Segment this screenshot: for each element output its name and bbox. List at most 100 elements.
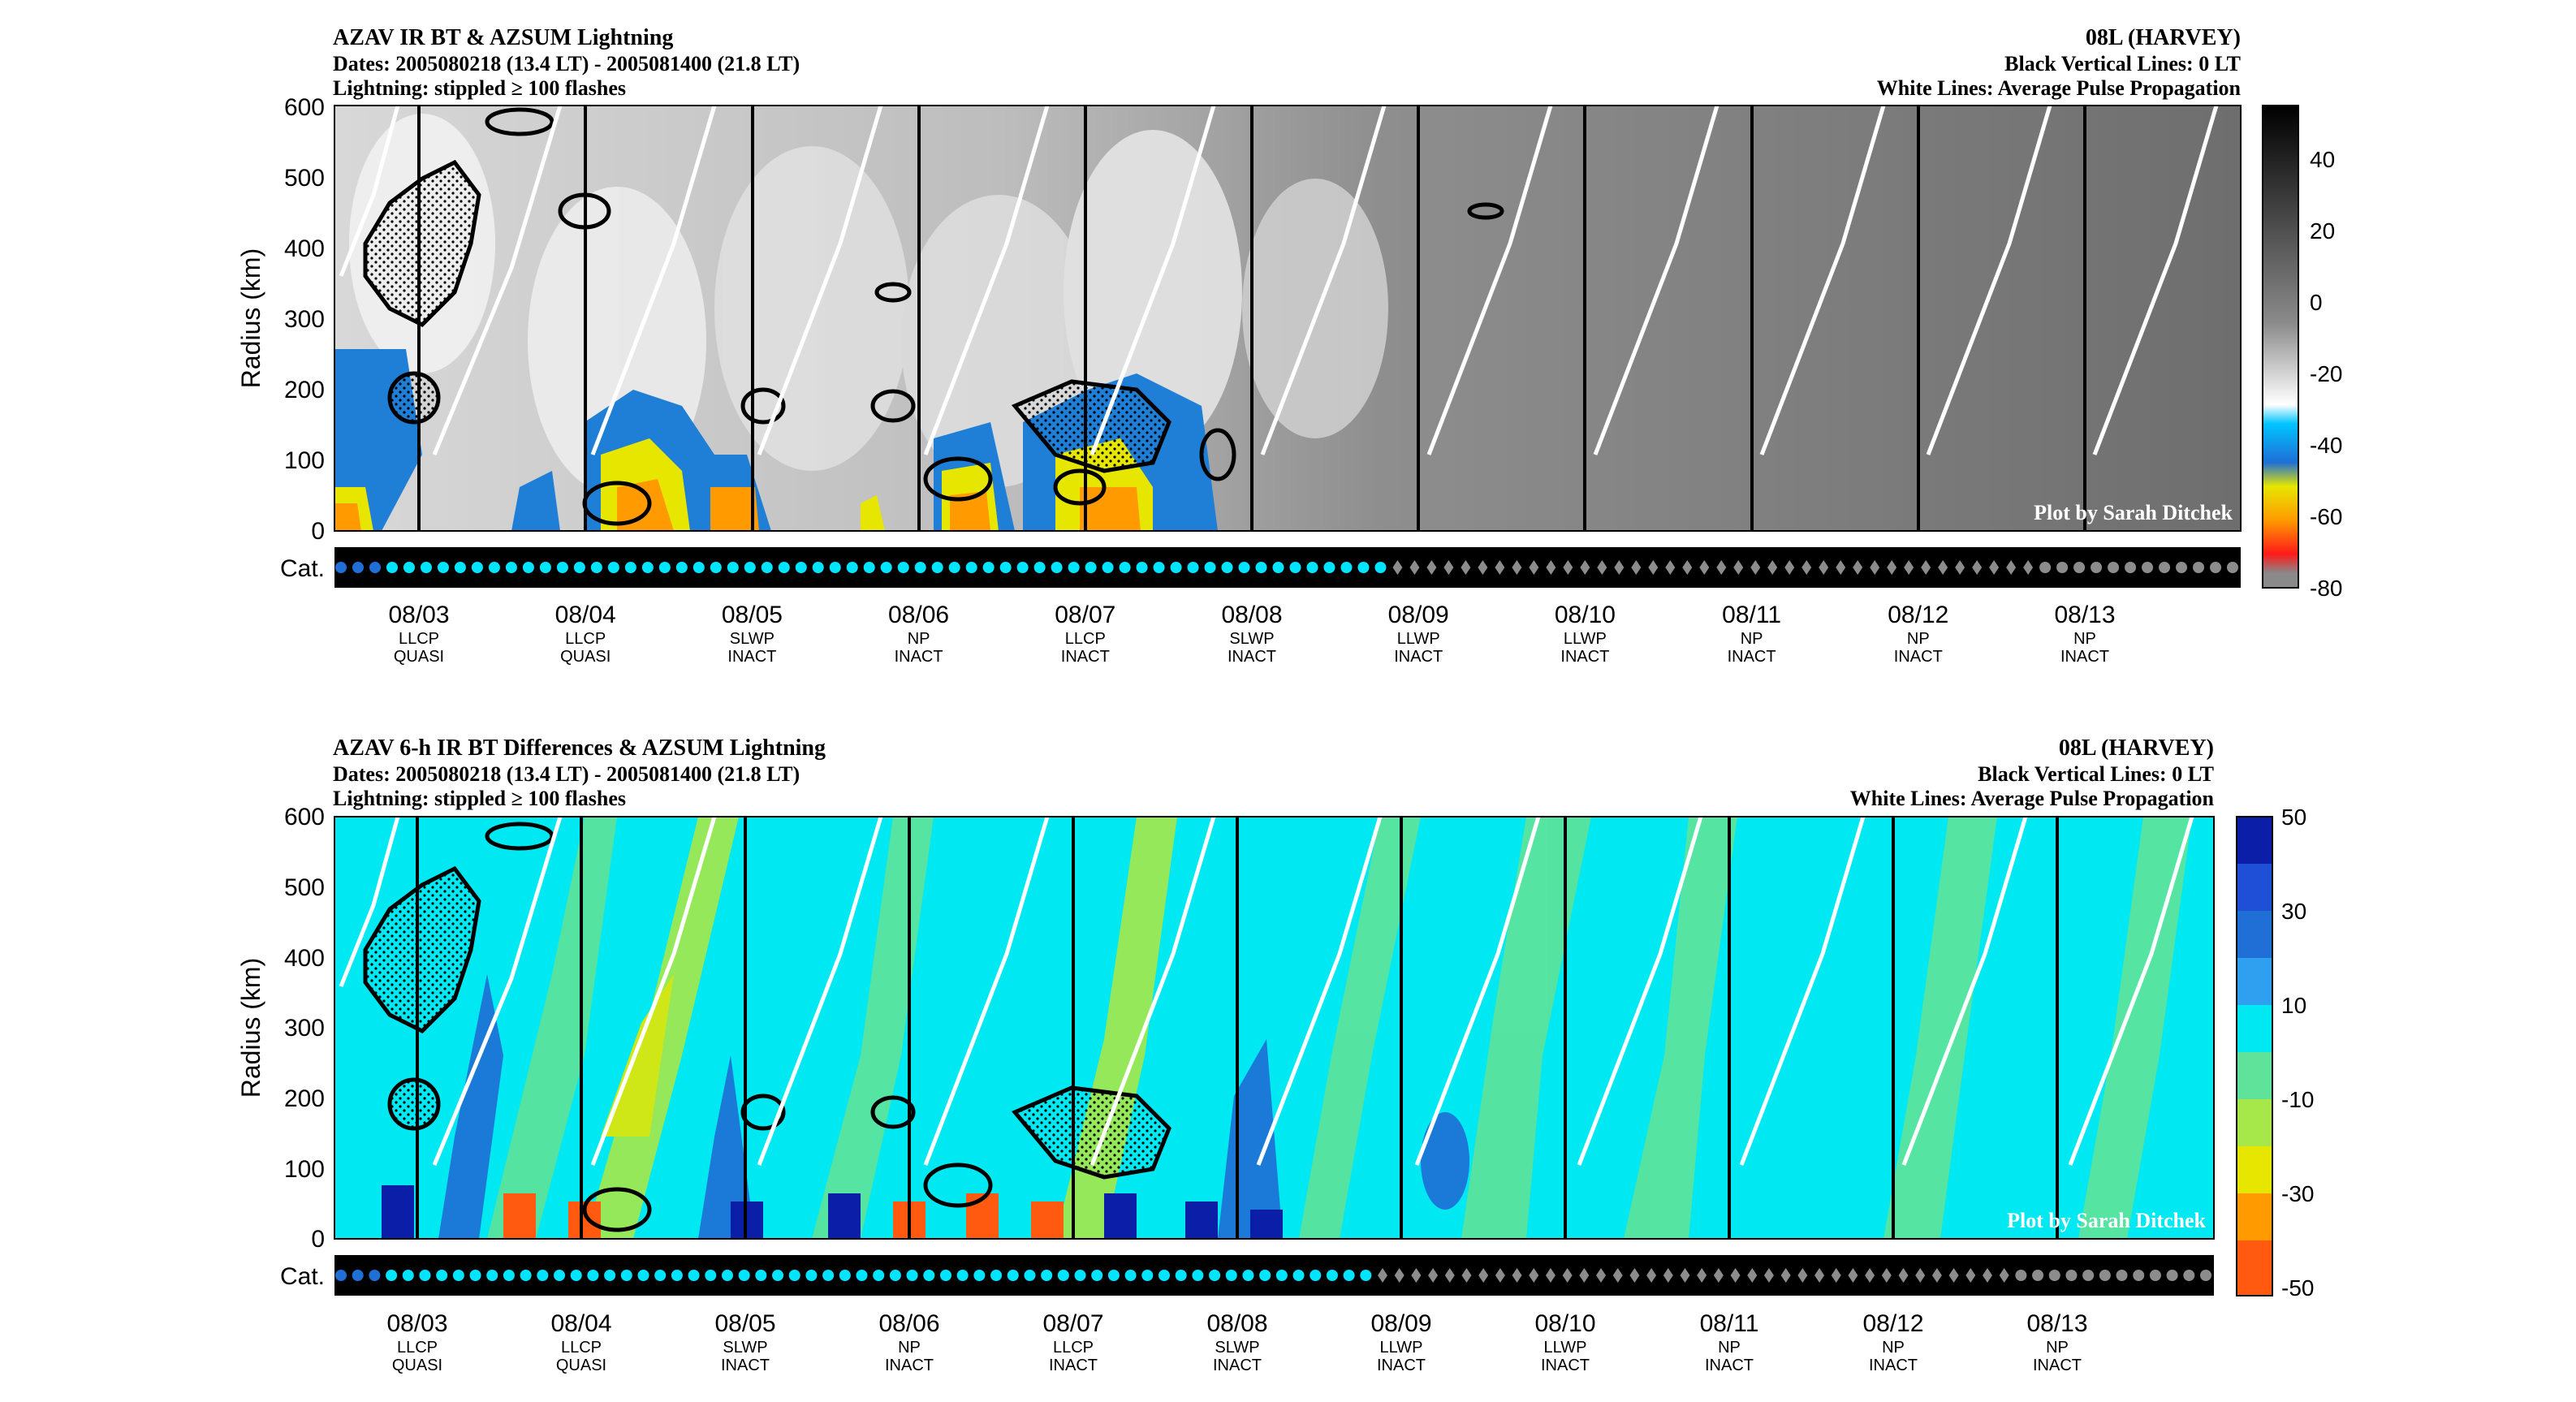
panel1-date-6: 08/09 — [1388, 602, 1449, 628]
panel1-cat-marker — [2210, 562, 2222, 573]
panel2-cat-marker — [1848, 1268, 1858, 1283]
panel1-ytick-200: 200 — [284, 377, 325, 403]
panel1-cat-marker — [795, 562, 807, 573]
panel2-cat-marker — [1444, 1268, 1455, 1283]
panel1-date-4: 08/07 — [1055, 602, 1115, 628]
panel1-cat-marker — [1563, 560, 1573, 575]
panel2-phase-8: NP — [1718, 1339, 1741, 1357]
panel2-cat-marker — [1663, 1268, 1673, 1283]
panel2-cat-marker — [1612, 1268, 1623, 1283]
panel1-cat-marker — [2193, 562, 2205, 573]
panel2-cat-marker — [705, 1270, 717, 1281]
panel2-cat-marker — [1107, 1270, 1120, 1281]
panel2-cat-marker — [386, 1270, 398, 1281]
panel2-cat-marker — [2099, 1270, 2111, 1281]
panel1-date-3: 08/06 — [888, 602, 949, 628]
panel2-cat-marker — [1124, 1270, 1137, 1281]
panel2-cat-marker — [1057, 1270, 1069, 1281]
panel2-cat-marker — [402, 1270, 414, 1281]
panel2-day-lines — [416, 817, 2059, 1239]
panel2-cat-marker — [956, 1270, 969, 1281]
panel2-ylabel: Radius (km) — [236, 958, 265, 1098]
panel1-cat-marker — [1955, 560, 1965, 575]
panel1-state-1: QUASI — [560, 648, 611, 666]
panel2-cat-marker — [2065, 1270, 2078, 1281]
panel2-cat-marker — [537, 1270, 549, 1281]
panel2-cat-marker — [2048, 1270, 2060, 1281]
panel1-cat-marker — [778, 562, 790, 573]
panel1-cat-marker — [1238, 562, 1250, 573]
panel1-cat-label: Cat. — [280, 555, 325, 582]
panel1-phase-8: NP — [1741, 630, 1763, 648]
panel2-storm: 08L (HARVEY) — [2059, 736, 2214, 761]
panel1-state-4: INACT — [1061, 648, 1110, 666]
panel2-phase-7: LLWP — [1544, 1339, 1587, 1357]
panel1-category-strip — [334, 547, 2241, 588]
panel2-phase-5: SLWP — [1215, 1339, 1259, 1357]
panel1-cat-marker — [1357, 562, 1370, 573]
panel1-ytick-600: 600 — [284, 94, 325, 121]
panel1-cat-marker — [1170, 562, 1182, 573]
panel2-cat-marker — [1394, 1268, 1405, 1283]
panel2-cat-marker — [1747, 1268, 1758, 1283]
panel1-cat-marker — [1068, 562, 1080, 573]
panel2-cat-marker — [1478, 1268, 1489, 1283]
panel1-day-lines — [417, 106, 2086, 531]
panel1-cat-marker — [1529, 560, 1539, 575]
panel2-cat-marker — [2183, 1270, 2195, 1281]
panel1-cat-marker — [1426, 560, 1437, 575]
panel1-cat-marker — [573, 562, 585, 573]
panel2-cat-marker — [2166, 1270, 2178, 1281]
panel2-cat-marker — [2082, 1270, 2095, 1281]
panel1-cat-marker — [1221, 562, 1233, 573]
panel1-cat-marker — [897, 562, 909, 573]
panel1-cbar-tick-n60: -60 — [2310, 504, 2342, 529]
panel1-ytick-100: 100 — [284, 447, 325, 474]
panel2-cat-marker — [1763, 1268, 1774, 1283]
panel2-cat-marker — [889, 1270, 901, 1281]
panel1-state-10: INACT — [2060, 648, 2109, 666]
panel1-cat-marker — [2073, 562, 2086, 573]
panel2-cat-marker — [503, 1270, 515, 1281]
panel1-cat-marker — [1119, 562, 1131, 573]
panel1-cat-marker — [1921, 560, 1931, 575]
panel2-cat-marker — [1024, 1270, 1036, 1281]
panel2-cat-marker — [1209, 1270, 1221, 1281]
panel2-pulse-lines — [339, 816, 2194, 1166]
panel2-ytick-0: 0 — [311, 1226, 325, 1253]
panel1-cat-marker — [1904, 560, 1914, 575]
panel2-date-9: 08/12 — [1862, 1310, 1923, 1337]
panel1-cat-marker — [386, 562, 398, 573]
panel1-cat-marker — [1614, 560, 1625, 575]
panel2-phase-3: NP — [898, 1339, 921, 1357]
panel2-cat-marker — [2133, 1270, 2145, 1281]
panel1-date-9: 08/12 — [1888, 602, 1948, 628]
panel1-white-note: White Lines: Average Pulse Propagation — [1877, 76, 2242, 100]
panel2-colorbar — [2236, 816, 2273, 1296]
panel1-state-6: INACT — [1394, 648, 1443, 666]
panel2-cat-marker — [973, 1270, 986, 1281]
panel2-cat-marker — [1948, 1268, 1959, 1283]
panel1-cat-marker — [761, 562, 773, 573]
panel1-cat-marker — [1306, 562, 1318, 573]
panel2-cat-marker — [1780, 1268, 1791, 1283]
panel1-cat-marker — [1853, 560, 1863, 575]
panel2-cat-marker — [671, 1270, 683, 1281]
panel2-cat-marker — [1881, 1268, 1892, 1283]
panel1-cbar-tick-n80: -80 — [2310, 576, 2342, 601]
panel2-cat-marker — [1495, 1268, 1505, 1283]
panel1-cat-marker — [1699, 560, 1710, 575]
panel1-cat-marker — [1580, 560, 1590, 575]
panel2-cat-marker — [1697, 1268, 1707, 1283]
panel1-pulse-lines — [339, 105, 2219, 455]
panel2-state-7: INACT — [1541, 1357, 1590, 1374]
panel2-lightning-note: Lightning: stippled ≥ 100 flashes — [333, 787, 626, 810]
panel2-cat-marker — [369, 1270, 381, 1281]
panel1-date-1: 08/04 — [555, 602, 616, 628]
panel2-ytick-600: 600 — [284, 804, 325, 830]
panel2-date-6: 08/09 — [1370, 1310, 1431, 1337]
panel2-date-7: 08/10 — [1534, 1310, 1595, 1337]
panel2-state-3: INACT — [885, 1357, 934, 1374]
panel2-cat-marker — [1428, 1268, 1439, 1283]
panel1-cat-marker — [675, 562, 688, 573]
